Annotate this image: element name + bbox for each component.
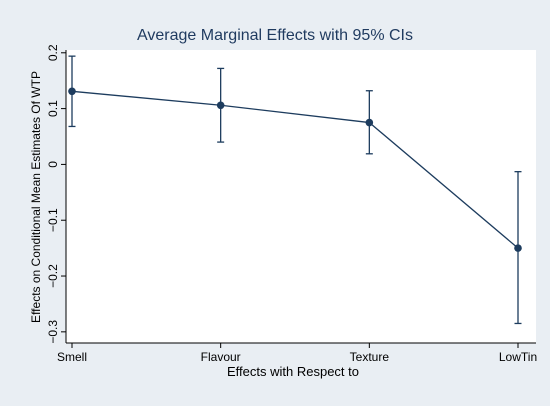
x-axis-ticks: Smell Flavour Texture LowTin <box>57 343 537 364</box>
x-axis-label: Effects with Respect to <box>227 364 359 379</box>
data-point <box>514 244 522 252</box>
x-tick-label: Texture <box>350 350 390 364</box>
data-point <box>68 87 76 96</box>
y-tick-label: −0.3 <box>46 320 60 344</box>
chart-title: Average Marginal Effects with 95% CIs <box>137 27 413 44</box>
plot-area <box>66 50 536 343</box>
y-tick-label: −0.1 <box>46 208 60 232</box>
series-line <box>71 90 519 249</box>
y-tick-label: 0 <box>46 161 60 168</box>
data-point <box>216 101 225 110</box>
y-tick-label: 0.2 <box>46 44 60 61</box>
x-tick-label: Flavour <box>201 350 241 364</box>
x-tick-label: LowTin <box>499 350 537 364</box>
data-point <box>365 118 374 127</box>
y-tick-label: 0.1 <box>46 100 60 117</box>
x-tick-label: Smell <box>57 350 87 364</box>
y-tick-label: −0.2 <box>46 264 60 288</box>
y-axis-ticks: −0.3 −0.2 −0.1 0 0.1 0.2 <box>46 44 66 344</box>
series-markers <box>68 87 522 252</box>
y-axis-label: Effects on Conditional Mean Estimates Of… <box>29 71 43 323</box>
